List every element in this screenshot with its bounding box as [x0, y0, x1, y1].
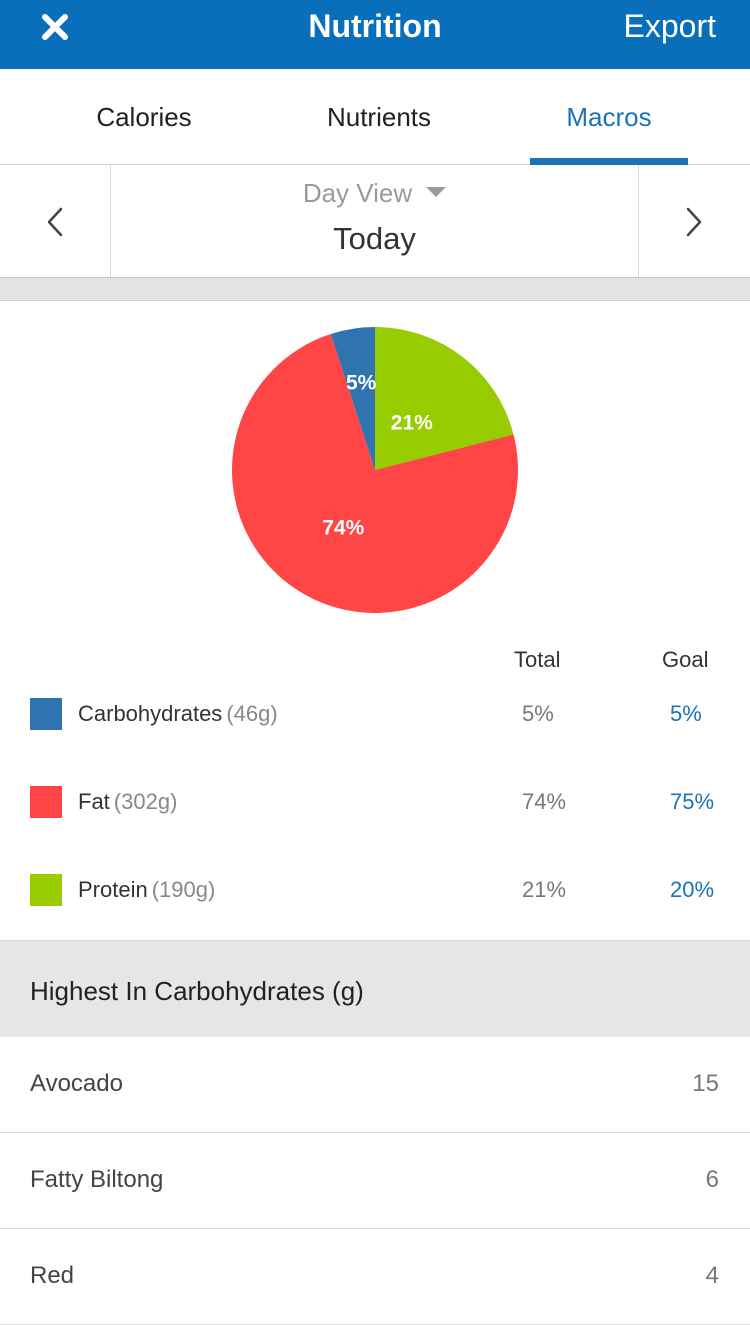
tab-nutrients-label: Nutrients: [326, 102, 432, 132]
macro-total: 21%: [522, 877, 567, 902]
fat-swatch: [30, 786, 62, 818]
tab-bar: Calories Nutrients Macros: [0, 69, 750, 165]
previous-day-button[interactable]: [0, 165, 111, 277]
macro-name: Protein (190g): [78, 876, 215, 904]
macro-grams: (190g): [151, 877, 216, 902]
tab-nutrients[interactable]: Nutrients: [279, 69, 479, 164]
tab-calories-label: Calories: [96, 102, 192, 132]
view-select-label: Day View: [302, 178, 413, 208]
macro-grams: (46g): [226, 701, 278, 726]
macro-goal: 75%: [670, 789, 715, 814]
food-name: Fatty Biltong: [30, 1166, 164, 1193]
highest-in-section-header: Highest In Carbohydrates (g): [0, 940, 750, 1038]
chevron-left-icon: [47, 207, 63, 237]
food-row[interactable]: Red 4: [0, 1229, 750, 1325]
macro-total: 74%: [522, 789, 567, 814]
macro-total: 5%: [522, 701, 554, 726]
chevron-right-icon: [686, 207, 702, 237]
tab-macros[interactable]: Macros: [530, 69, 688, 165]
close-icon[interactable]: [36, 8, 74, 46]
food-value: 6: [705, 1166, 719, 1193]
macro-row-protein: Protein (190g) 21% 20%: [0, 846, 750, 934]
macro-grams: (302g): [113, 789, 178, 814]
current-date: Today: [333, 221, 416, 256]
pie-slice-fat: [232, 333, 519, 613]
carbohydrates-swatch: [30, 698, 62, 730]
food-value: 4: [705, 1262, 719, 1289]
food-value: 15: [692, 1070, 719, 1097]
caret-down-icon: [426, 187, 447, 197]
pie-label-protein: 21%: [391, 412, 433, 435]
macro-name: Fat (302g): [78, 788, 177, 816]
tab-macros-label: Macros: [566, 102, 652, 132]
goal-column-header: Goal: [662, 647, 709, 672]
macro-label: Fat: [78, 789, 110, 814]
view-select[interactable]: Day View: [111, 177, 638, 209]
food-row[interactable]: Fatty Biltong 6: [0, 1133, 750, 1229]
food-name: Red: [30, 1262, 75, 1289]
macro-label: Protein: [78, 877, 148, 902]
tab-calories[interactable]: Calories: [44, 69, 244, 164]
top-bar: Nutrition Export: [0, 0, 750, 69]
macro-name: Carbohydrates (46g): [78, 700, 278, 728]
pie-label-fat: 74%: [322, 517, 364, 540]
macros-pie-chart: 21% 74% 5%: [225, 320, 525, 620]
food-row[interactable]: Avocado 15: [0, 1037, 750, 1133]
macro-label: Carbohydrates: [78, 701, 223, 726]
divider-strip: [0, 278, 750, 301]
export-button[interactable]: Export: [623, 8, 716, 44]
active-tab-indicator: [530, 158, 688, 165]
date-navigator: Day View Today: [0, 165, 750, 278]
protein-swatch: [30, 874, 62, 906]
pie-chart-svg: 21% 74% 5%: [232, 327, 519, 613]
total-column-header: Total: [514, 647, 561, 672]
food-name: Avocado: [30, 1070, 123, 1097]
section-title: Highest In Carbohydrates (g): [30, 976, 364, 1006]
macro-goal: 20%: [670, 877, 715, 902]
pie-label-carbohydrates: 5%: [346, 371, 377, 394]
pie-slice-protein: [375, 327, 514, 470]
next-day-button[interactable]: [638, 165, 750, 277]
pie-slice-carbohydrates: [330, 327, 375, 470]
macro-row-carbohydrates: Carbohydrates (46g) 5% 5%: [0, 670, 750, 759]
macro-goal: 5%: [670, 701, 702, 726]
page-title: Nutrition: [308, 8, 442, 44]
macro-row-fat: Fat (302g) 74% 75%: [0, 758, 750, 847]
